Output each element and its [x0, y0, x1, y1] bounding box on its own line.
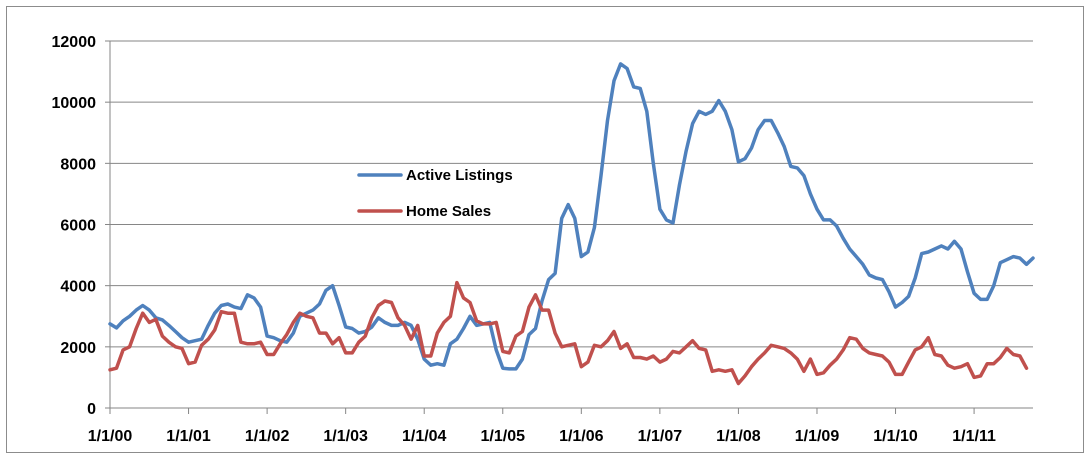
x-tick-label: 1/1/05: [481, 428, 526, 445]
y-axis-tick-labels: 0 2000 4000 6000 8000 10000 12000: [52, 34, 97, 418]
legend-label: Active Listings: [406, 167, 513, 184]
x-tick-label: 1/1/03: [323, 428, 368, 445]
x-tick-label: 1/1/11: [952, 428, 996, 445]
x-axis-tick-labels: 1/1/00 1/1/01 1/1/02 1/1/03 1/1/04 1/1/05 1/1/…: [88, 428, 996, 445]
series-line-home-sales: [108, 280, 1029, 386]
x-tick-label: 1/1/01: [166, 428, 211, 445]
series-lines: [108, 62, 1035, 386]
x-tick-label: 1/1/02: [245, 428, 290, 445]
x-tick-label: 1/1/10: [873, 428, 918, 445]
x-tick-label: 1/1/07: [638, 428, 683, 445]
x-tick-label: 1/1/04: [402, 428, 447, 445]
y-tick-label: 6000: [60, 218, 96, 235]
axes: [105, 40, 1033, 414]
y-tick-label: 10000: [52, 95, 97, 112]
chart-frame: [6, 6, 1084, 453]
y-tick-label: 2000: [60, 340, 96, 357]
x-tick-label: 1/1/09: [795, 428, 840, 445]
legend: Active Listings Home Sales: [357, 167, 513, 220]
y-tick-label: 0: [87, 401, 96, 418]
y-tick-label: 8000: [60, 156, 96, 173]
series-line-active-listings: [108, 62, 1035, 371]
x-tick-label: 1/1/00: [88, 428, 133, 445]
x-tick-label: 1/1/06: [559, 428, 604, 445]
y-tick-label: 12000: [52, 34, 97, 51]
y-tick-label: 4000: [60, 279, 96, 296]
x-tick-label: 1/1/08: [716, 428, 761, 445]
legend-label: Home Sales: [406, 203, 491, 220]
